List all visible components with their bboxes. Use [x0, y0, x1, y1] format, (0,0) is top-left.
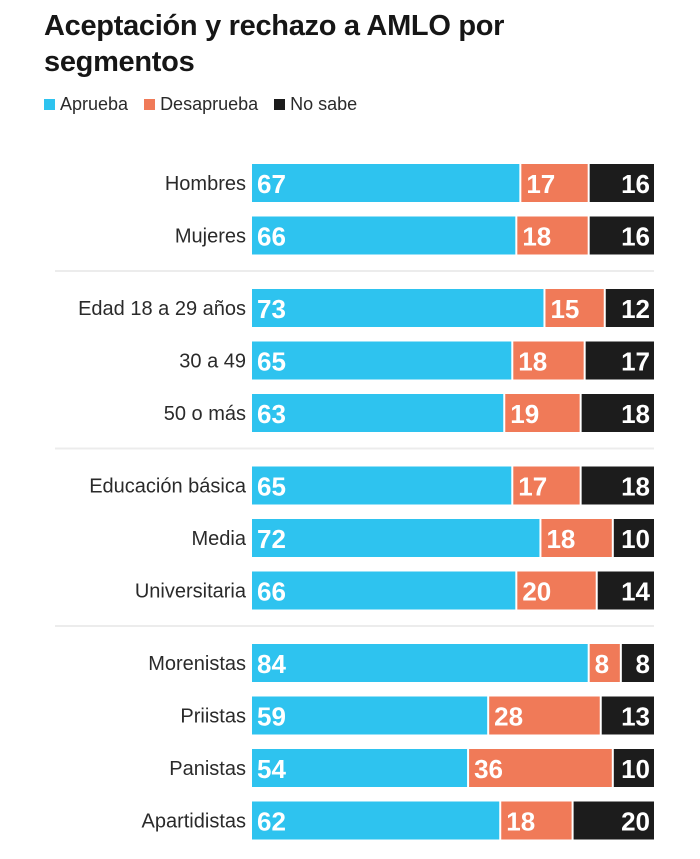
bar-30-a-49-no-sabe [585, 341, 654, 380]
value-label-morenistas-desaprueba: 8 [595, 649, 609, 679]
value-label-priistas-no-sabe: 13 [621, 702, 650, 732]
legend-item-desaprueba: Desaprueba [144, 94, 258, 115]
value-label-panistas-no-sabe: 10 [621, 754, 650, 784]
bar-apartidistas-aprueba [252, 801, 500, 840]
legend-swatch-aprueba [44, 99, 55, 110]
bar-50-o-mas-desaprueba [505, 394, 580, 432]
category-label-edad-18-a-29-anos: Edad 18 a 29 años [78, 298, 246, 320]
value-label-morenistas-no-sabe: 8 [636, 649, 650, 679]
value-label-50-o-mas-aprueba: 63 [257, 399, 286, 429]
value-label-universitaria-desaprueba: 20 [522, 577, 551, 607]
bar-edad-18-a-29-anos-aprueba [252, 289, 544, 327]
value-label-hombres-desaprueba: 17 [526, 169, 555, 199]
bar-hombres-no-sabe [589, 164, 654, 202]
value-label-edad-18-a-29-anos-desaprueba: 15 [550, 294, 579, 324]
bar-edad-18-a-29-anos-no-sabe [605, 289, 654, 327]
legend-item-no-sabe: No sabe [274, 94, 357, 115]
category-label-universitaria: Universitaria [135, 581, 247, 603]
bar-educacion-basica-aprueba [252, 466, 512, 505]
bar-apartidistas-no-sabe [573, 801, 654, 840]
legend-label-aprueba: Aprueba [60, 94, 129, 114]
bar-panistas-aprueba [252, 749, 468, 787]
legend: Aprueba Desaprueba No sabe [44, 94, 373, 115]
category-label-priistas: Priistas [180, 706, 246, 728]
bar-mujeres-desaprueba [517, 216, 588, 255]
legend-item-aprueba: Aprueba [44, 94, 128, 115]
value-label-priistas-desaprueba: 28 [494, 702, 523, 732]
value-label-edad-18-a-29-anos-aprueba: 73 [257, 294, 286, 324]
category-label-30-a-49: 30 a 49 [179, 351, 246, 373]
category-label-media: Media [192, 528, 247, 550]
bar-mujeres-no-sabe [589, 216, 654, 255]
bar-media-aprueba [252, 519, 540, 557]
value-label-30-a-49-desaprueba: 18 [518, 347, 547, 377]
value-label-media-aprueba: 72 [257, 524, 286, 554]
bar-media-no-sabe [613, 519, 654, 557]
bar-panistas-no-sabe [613, 749, 654, 787]
value-label-educacion-basica-aprueba: 65 [257, 472, 286, 502]
bar-mujeres-aprueba [252, 216, 516, 255]
value-label-hombres-aprueba: 67 [257, 169, 286, 199]
bar-hombres-aprueba [252, 164, 520, 202]
value-label-50-o-mas-no-sabe: 18 [621, 399, 650, 429]
bar-hombres-desaprueba [521, 164, 588, 202]
bar-educacion-basica-desaprueba [513, 466, 580, 505]
category-label-panistas: Panistas [169, 758, 246, 780]
bar-media-desaprueba [541, 519, 612, 557]
value-label-educacion-basica-desaprueba: 17 [518, 472, 547, 502]
value-label-panistas-desaprueba: 36 [474, 754, 503, 784]
category-label-hombres: Hombres [165, 173, 246, 195]
bar-50-o-mas-no-sabe [581, 394, 654, 432]
bar-universitaria-desaprueba [517, 571, 596, 610]
legend-swatch-no-sabe [274, 99, 286, 110]
value-label-apartidistas-no-sabe: 20 [621, 807, 650, 837]
value-label-universitaria-no-sabe: 14 [621, 577, 650, 607]
category-label-mujeres: Mujeres [175, 226, 246, 248]
value-label-edad-18-a-29-anos-no-sabe: 12 [621, 294, 650, 324]
bar-edad-18-a-29-anos-desaprueba [545, 289, 604, 327]
legend-label-desaprueba: Desaprueba [160, 94, 259, 114]
value-label-media-desaprueba: 18 [546, 524, 575, 554]
bar-morenistas-desaprueba [589, 644, 620, 682]
bar-panistas-desaprueba [469, 749, 612, 787]
value-label-media-no-sabe: 10 [621, 524, 650, 554]
bar-universitaria-no-sabe [597, 571, 654, 610]
bar-50-o-mas-aprueba [252, 394, 504, 432]
bar-30-a-49-desaprueba [513, 341, 584, 380]
value-label-priistas-aprueba: 59 [257, 702, 286, 732]
value-label-apartidistas-desaprueba: 18 [506, 807, 535, 837]
chart-title: Aceptación y rechazo a AMLO por segmento… [44, 10, 505, 78]
legend-label-no-sabe: No sabe [290, 94, 358, 114]
bar-apartidistas-desaprueba [501, 801, 572, 840]
value-label-50-o-mas-desaprueba: 19 [510, 399, 539, 429]
category-label-apartidistas: Apartidistas [142, 811, 247, 833]
bar-morenistas-aprueba [252, 644, 588, 682]
value-label-hombres-no-sabe: 16 [621, 169, 650, 199]
value-label-morenistas-aprueba: 84 [257, 649, 286, 679]
value-label-educacion-basica-no-sabe: 18 [621, 472, 650, 502]
value-label-mujeres-aprueba: 66 [257, 222, 286, 252]
bar-morenistas-no-sabe [621, 644, 654, 682]
category-label-50-o-mas: 50 o más [164, 403, 246, 425]
bar-universitaria-aprueba [252, 571, 516, 610]
bar-30-a-49-aprueba [252, 341, 512, 380]
bar-priistas-aprueba [252, 696, 488, 735]
bar-educacion-basica-no-sabe [581, 466, 654, 505]
value-label-mujeres-no-sabe: 16 [621, 222, 650, 252]
legend-swatch-desaprueba [144, 99, 156, 110]
value-label-mujeres-desaprueba: 18 [522, 222, 551, 252]
bar-priistas-desaprueba [489, 696, 600, 735]
value-label-30-a-49-aprueba: 65 [257, 347, 286, 377]
bar-priistas-no-sabe [601, 696, 654, 735]
category-label-morenistas: Morenistas [148, 653, 246, 675]
value-label-universitaria-aprueba: 66 [257, 577, 286, 607]
category-label-educacion-basica: Educación básica [89, 476, 247, 498]
value-label-panistas-aprueba: 54 [257, 754, 286, 784]
value-label-30-a-49-no-sabe: 17 [621, 347, 650, 377]
value-label-apartidistas-aprueba: 62 [257, 807, 286, 837]
